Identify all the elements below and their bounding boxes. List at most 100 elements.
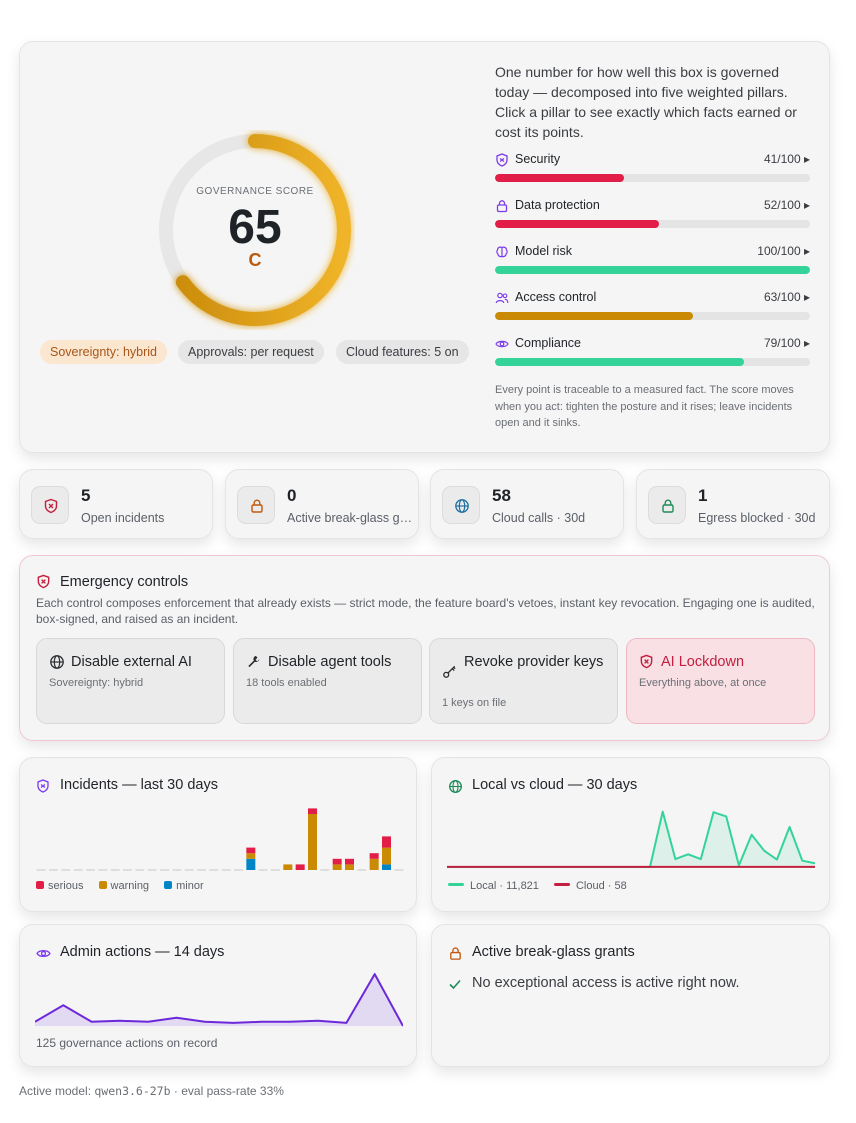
pillar-score: 100/100 ▸ <box>757 244 810 258</box>
admin-actions-series-line <box>35 973 403 1027</box>
approvals-chip[interactable]: Approvals: per request <box>178 340 324 364</box>
pillar-bar <box>495 358 810 366</box>
control-title: Disable agent tools <box>268 654 392 670</box>
incidents-chart-card: Incidents — last 30 days serious warning… <box>19 757 417 912</box>
incident-bar-empty <box>172 869 182 871</box>
emergency-description: Each control composes enforcement that a… <box>36 596 815 626</box>
governance-score-card: GOVERNANCE SCORE 65 C Sovereignty: hybri… <box>19 41 830 453</box>
stat-label: Cloud calls · 30d <box>492 511 586 525</box>
disable-agent-tools-button[interactable]: Disable agent tools 18 tools enabled <box>233 638 422 724</box>
shield-alert-icon <box>37 574 50 589</box>
stat-value: 0 <box>287 486 297 505</box>
incidents-legend: serious warning minor <box>36 880 216 892</box>
footer-model-status: Active model: qwen3.6-27b · eval pass-ra… <box>19 1084 284 1098</box>
incident-bar-warning <box>369 858 379 870</box>
control-title: AI Lockdown <box>661 654 745 670</box>
incident-bar-warning <box>308 814 317 870</box>
incident-bar-empty <box>197 869 206 871</box>
control-title: Disable external AI <box>71 654 192 670</box>
shield-icon <box>495 153 509 167</box>
pillar-bar-fill <box>495 220 659 228</box>
ai-lockdown-button[interactable]: AI Lockdown Everything above, at once <box>626 638 815 724</box>
legend-warning: warning <box>98 880 150 892</box>
incident-bar-empty <box>320 869 330 871</box>
local-series-area <box>447 811 815 867</box>
incident-bar-empty <box>86 869 95 871</box>
legend-value: 11,821 <box>506 880 539 892</box>
admin-actions-note: 125 governance actions on record <box>36 1036 218 1050</box>
legend-minor: minor <box>164 880 204 892</box>
brain-icon <box>495 245 509 259</box>
pillar-bar-fill <box>495 174 625 182</box>
cloud-features-chip[interactable]: Cloud features: 5 on <box>336 340 469 364</box>
pillar-model-risk[interactable]: Model risk 100/100 ▸ <box>495 244 810 280</box>
lock-icon <box>251 499 263 513</box>
incident-bar-serious <box>382 836 391 848</box>
incident-bar-empty <box>36 869 46 871</box>
legend-value: 58 <box>614 880 627 892</box>
stat-open-incidents[interactable]: 5 Open incidents <box>19 469 213 539</box>
pillar-compliance[interactable]: Compliance 79/100 ▸ <box>495 336 810 372</box>
pillar-bar <box>495 312 810 320</box>
stat-icon-box <box>648 486 686 524</box>
control-subtitle: 1 keys on file <box>442 697 507 709</box>
incident-bar-serious <box>369 853 379 859</box>
local-vs-cloud-chart <box>447 810 815 868</box>
pillar-access-control[interactable]: Access control 63/100 ▸ <box>495 290 810 326</box>
stat-icon-box <box>31 486 69 524</box>
incident-bar-empty <box>271 869 280 871</box>
legend-cloud: Cloud · 58 <box>553 880 627 892</box>
stat-label: Open incidents <box>81 511 165 525</box>
pillar-score: 63/100 ▸ <box>763 290 810 304</box>
eye-icon <box>36 950 51 957</box>
pillar-bar-fill <box>495 358 744 366</box>
lock-icon <box>495 199 509 213</box>
eye-icon <box>495 337 509 351</box>
stat-cloud-calls[interactable]: 58 Cloud calls · 30d <box>430 469 624 539</box>
governance-score-gauge: GOVERNANCE SCORE 65 C <box>155 130 355 330</box>
pillar-security[interactable]: Security 41/100 ▸ <box>495 152 810 188</box>
stat-value: 58 <box>492 486 511 505</box>
admin-actions-chart <box>35 973 403 1027</box>
legend-label: warning <box>110 880 150 892</box>
incident-bar-warning <box>332 864 342 870</box>
pillar-name: Data protection <box>515 198 600 212</box>
stat-egress-blocked[interactable]: 1 Egress blocked · 30d <box>636 469 830 539</box>
incident-bar-empty <box>98 869 108 871</box>
pillar-data-protection[interactable]: Data protection 52/100 ▸ <box>495 198 810 234</box>
local-vs-cloud-card: Local vs cloud — 30 days Local · 11,821 … <box>431 757 830 912</box>
shield-icon <box>37 779 49 793</box>
incident-bar-empty <box>135 869 145 871</box>
sovereignty-chip[interactable]: Sovereignty: hybrid <box>40 340 168 364</box>
control-subtitle: Everything above, at once <box>639 677 767 689</box>
emergency-controls-card: Emergency controls Each control composes… <box>19 555 830 741</box>
local-vs-cloud-title: Local vs cloud — 30 days <box>472 777 638 793</box>
legend-label: serious <box>48 880 84 892</box>
incident-bar-empty <box>73 869 83 871</box>
incident-bar-minor <box>246 858 256 870</box>
legend-local: Local · 11,821 <box>448 880 539 892</box>
lock-icon <box>662 499 674 513</box>
pillar-score: 52/100 ▸ <box>763 198 810 212</box>
lock-icon <box>450 947 461 960</box>
incident-bar-serious <box>345 858 354 865</box>
globe-icon <box>455 499 469 513</box>
pillar-bar <box>495 266 810 274</box>
score-value: 65 <box>228 201 282 254</box>
incident-bar-serious <box>308 808 317 814</box>
revoke-provider-keys-button[interactable]: Revoke provider keys 1 keys on file <box>429 638 618 724</box>
break-glass-title: Active break-glass grants <box>472 944 635 960</box>
pillar-name: Security <box>515 152 561 166</box>
emergency-title: Emergency controls <box>60 574 189 590</box>
stat-label: Active break-glass grants <box>287 511 415 525</box>
control-subtitle: Sovereignty: hybrid <box>49 677 144 689</box>
footer-prefix: Active model: <box>19 1084 92 1098</box>
score-ring <box>159 134 351 326</box>
incident-bar-empty <box>394 869 404 871</box>
control-title: Revoke provider keys <box>464 654 604 670</box>
stat-break-glass[interactable]: 0 Active break-glass grants <box>225 469 419 539</box>
incident-bar-empty <box>61 869 71 871</box>
admin-actions-card: Admin actions — 14 days 125 governance a… <box>19 924 417 1067</box>
disable-external-ai-button[interactable]: Disable external AI Sovereignty: hybrid <box>36 638 225 724</box>
incident-bar-warning <box>246 853 256 859</box>
